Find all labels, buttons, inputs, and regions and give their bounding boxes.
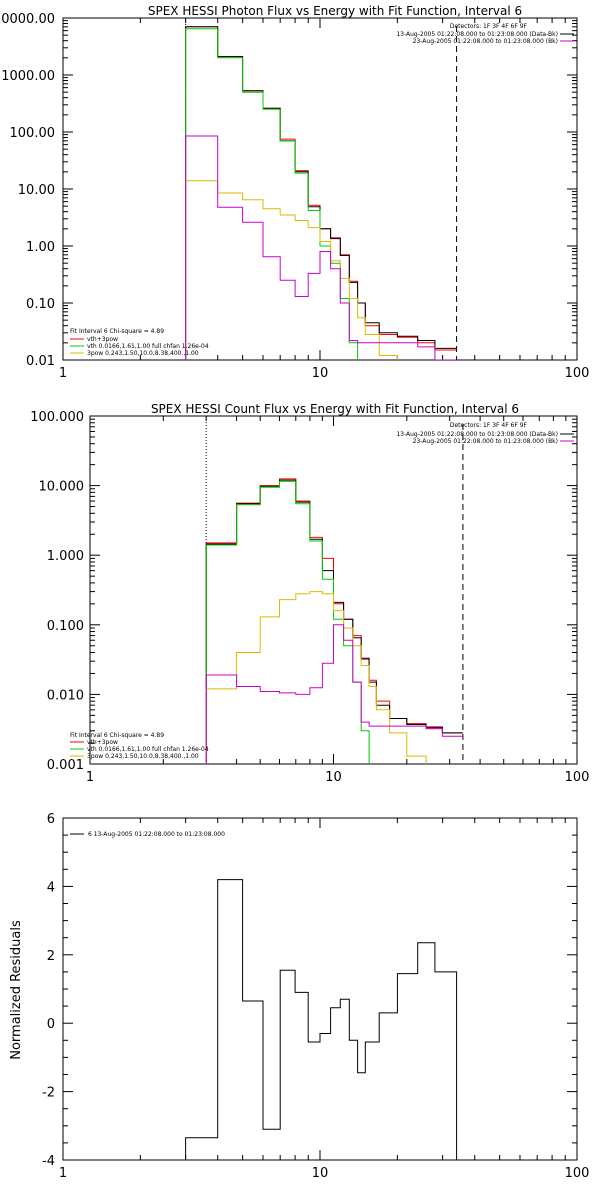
y-tick-label: 4 (47, 880, 55, 895)
residuals-series (185, 879, 458, 1160)
y-tick-label: 6 (47, 812, 55, 827)
residuals-legend-label: 6 13-Aug-2005 01:22:08.000 to 01:23:08.0… (88, 831, 225, 838)
y-tick-label: 2 (47, 949, 55, 964)
residuals-panel: Normalized Residuals 1 10 100 -4 -2 0 2 4 6 6 1… (9, 812, 589, 1181)
x-tick-label: 100 (565, 770, 590, 785)
y-tick-label: -2 (42, 1086, 55, 1101)
x-tick-label: 100 (565, 366, 590, 381)
count-flux-legend-detectors: Detectors: 1F 3F 4F 6F 9F 13-Aug-2005 01… (396, 422, 574, 445)
y-tick-label: 1.00 (26, 240, 55, 255)
legend-data-line: 13-Aug-2005 01:22:08.000 to 01:23:08.000… (396, 31, 558, 38)
residuals-x-axis: 1 10 100 (59, 818, 590, 1181)
photon-flux-y-axis: 0.01 0.10 1.00 10.00 100.00 1000.00 10000.00 (0, 12, 577, 369)
y-tick-label: 10.000 (39, 480, 85, 495)
y-tick-label: 0.100 (47, 619, 84, 634)
count-flux-y-axis: 0.001 0.010 0.100 1.000 10.000 100.000 (30, 410, 577, 773)
series-line-bk (185, 135, 457, 360)
legend-fit-3pow: 3pow 0.243,1.50,10.0,8.38,400.,1.00 (87, 350, 199, 357)
legend-fit-chi: Fit Interval 6 Chi-square = 4.89 (70, 732, 164, 739)
x-tick-label: 1 (59, 1166, 67, 1181)
legend-fit-vth: vth 0.0166,1.61,1.00 full chfan 1.26e-04 (87, 343, 209, 350)
y-tick-label: 100.00 (10, 126, 56, 141)
y-tick-label: 10.00 (18, 183, 55, 198)
legend-data-line: 13-Aug-2005 01:22:08.000 to 01:23:08.000… (396, 431, 558, 438)
y-tick-label: 0.10 (26, 297, 55, 312)
photon-flux-markers (185, 18, 458, 360)
legend-bk-line: 23-Aug-2005 01:22:08.000 to 01:23:08.000… (413, 38, 558, 45)
series-line-vth (205, 480, 370, 764)
count-flux-panel: SPEX HESSI Count Flux vs Energy with Fit… (30, 402, 590, 785)
count-flux-markers (205, 416, 464, 764)
photon-flux-series (185, 26, 457, 360)
series-line-vth-3pow (185, 26, 457, 360)
legend-fit-total: vth+3pow (87, 739, 118, 746)
photon-flux-plot-frame (62, 17, 578, 361)
x-tick-label: 10 (325, 770, 342, 785)
legend-bk-line: 23-Aug-2005 01:22:08.000 to 01:23:08.000… (413, 438, 558, 445)
y-tick-label: 0.001 (47, 758, 84, 773)
legend-fit-vth: vth 0.0166,1.61,1.00 full chfan 1.26e-04 (87, 746, 209, 753)
x-tick-label: 1 (59, 366, 67, 381)
x-tick-label: 1 (86, 770, 94, 785)
series-line-total (185, 879, 458, 1160)
count-flux-x-axis: 1 10 100 (86, 416, 590, 785)
y-tick-label: 0.01 (26, 354, 55, 369)
x-tick-label: 10 (312, 366, 329, 381)
legend-fit-3pow: 3pow 0.243,1.50,10.0,8.38,400.,1.00 (87, 753, 199, 760)
y-tick-label: 100.000 (30, 410, 84, 425)
x-tick-label: 10 (312, 1166, 329, 1181)
legend-fit-total: vth+3pow (87, 336, 118, 343)
photon-flux-x-axis: 1 10 100 (59, 18, 590, 381)
residuals-y-axis: -4 -2 0 2 4 6 (42, 812, 577, 1169)
y-tick-label: -4 (42, 1154, 55, 1169)
count-flux-title: SPEX HESSI Count Flux vs Energy with Fit… (151, 402, 519, 416)
y-tick-label: 0.010 (47, 688, 84, 703)
count-flux-series (205, 478, 463, 764)
y-tick-label: 1.000 (47, 549, 84, 564)
photon-flux-panel: SPEX HESSI Photon Flux vs Energy with Fi… (0, 4, 590, 381)
legend-fit-chi: Fit Interval 6 Chi-square = 4.89 (70, 328, 164, 335)
y-tick-label: 0 (47, 1017, 55, 1032)
photon-flux-legend-fit: Fit Interval 6 Chi-square = 4.89 vth+3po… (70, 328, 209, 357)
y-tick-label: 10000.00 (0, 12, 55, 27)
residuals-legend: 6 13-Aug-2005 01:22:08.000 to 01:23:08.0… (70, 831, 225, 838)
legend-detectors-line: Detectors: 1F 3F 4F 6F 9F (450, 23, 528, 30)
series-line-bk (205, 624, 463, 764)
series-line-vth-3pow (205, 478, 463, 764)
count-flux-legend-fit: Fit Interval 6 Chi-square = 4.89 vth+3po… (70, 732, 209, 760)
photon-flux-title: SPEX HESSI Photon Flux vs Energy with Fi… (148, 4, 522, 18)
photon-flux-legend-detectors: Detectors: 1F 3F 4F 6F 9F 13-Aug-2005 01… (396, 23, 574, 45)
x-tick-label: 100 (565, 1166, 590, 1181)
legend-detectors-line: Detectors: 1F 3F 4F 6F 9F (450, 422, 528, 429)
residuals-y-label: Normalized Residuals (9, 920, 24, 1060)
residuals-plot-frame (62, 817, 578, 1161)
y-tick-label: 1000.00 (1, 69, 55, 84)
series-line-total (185, 26, 457, 360)
